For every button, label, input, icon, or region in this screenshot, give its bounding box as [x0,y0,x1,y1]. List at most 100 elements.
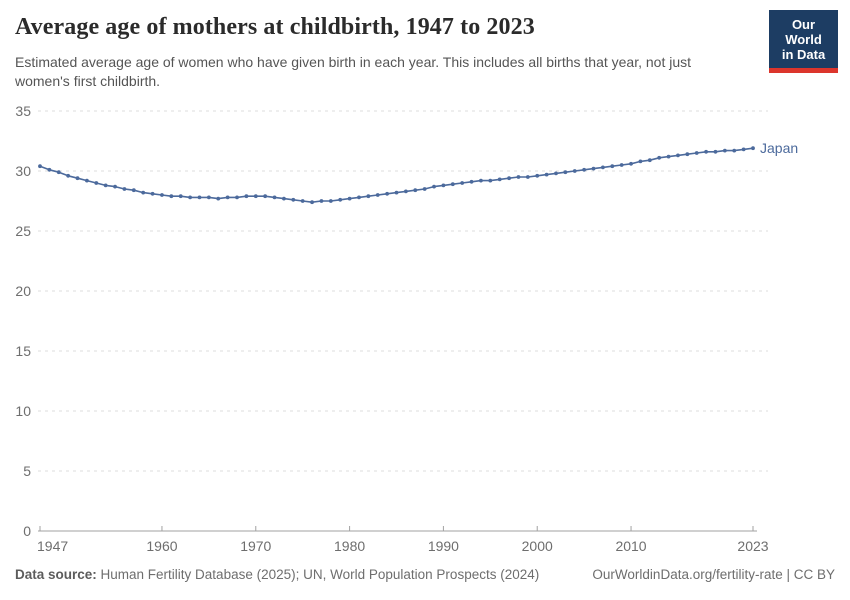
japan-point-1956 [122,187,127,191]
credit-link[interactable]: OurWorldinData.org/fertility-rate | CC B… [592,567,835,582]
japan-point-1993 [469,179,474,184]
owid-logo-text: Our World in Data [769,10,838,68]
japan-point-1951 [75,176,80,181]
data-source: Data source: Human Fertility Database (2… [15,567,539,582]
x-tick-label-1947: 1947 [37,538,68,554]
x-tick-label-2010: 2010 [615,538,646,554]
japan-point-1983 [375,193,380,197]
japan-point-2005 [582,167,587,172]
japan-point-1990 [441,183,446,188]
japan-point-2009 [619,163,624,167]
japan-point-1986 [403,189,408,194]
japan-point-1982 [366,194,371,199]
y-tick-label-35: 35 [15,103,31,119]
japan-point-2002 [554,171,558,176]
japan-point-1991 [450,182,455,187]
japan-point-1961 [169,194,174,199]
japan-point-1995 [488,178,493,183]
y-tick-label-10: 10 [15,403,31,419]
japan-point-2008 [610,164,615,169]
japan-point-2007 [600,165,605,170]
japan-point-1974 [291,197,296,202]
japan-point-1947 [38,164,42,169]
y-tick-label-15: 15 [15,343,31,359]
japan-point-2020 [722,148,727,153]
japan-point-1978 [328,199,333,203]
japan-point-2014 [666,154,671,159]
japan-point-1988 [422,187,427,191]
x-tick-label-2000: 2000 [522,538,553,554]
japan-point-1953 [94,181,99,185]
japan-point-1959 [150,191,155,196]
japan-point-2012 [647,158,652,163]
japan-point-1998 [516,175,521,179]
japan-point-1985 [394,190,399,195]
japan-point-1952 [85,178,89,183]
japan-point-2022 [741,147,746,152]
japan-point-2010 [629,161,633,166]
japan-point-1950 [66,173,71,178]
japan-point-1964 [197,195,202,200]
japan-point-1963 [188,195,193,200]
japan-point-1996 [497,177,502,182]
japan-point-2023 [751,146,755,151]
japan-point-1970 [253,194,258,199]
japan-point-1965 [206,195,211,200]
japan-series-label: Japan [760,140,798,156]
japan-point-1973 [282,196,286,201]
japan-point-1967 [225,195,230,200]
japan-point-1949 [56,170,61,175]
x-tick-label-2023: 2023 [737,538,768,554]
y-tick-label-20: 20 [15,283,31,299]
japan-point-2016 [685,152,690,157]
japan-point-1972 [272,195,277,200]
x-tick-label-1990: 1990 [428,538,459,554]
japan-point-1954 [103,183,108,188]
japan-point-1979 [338,197,343,202]
japan-point-1992 [460,181,465,185]
japan-point-1994 [479,178,483,183]
owid-logo[interactable]: Our World in Data [769,10,838,73]
y-tick-label-30: 30 [15,163,31,179]
page-title: Average age of mothers at childbirth, 19… [15,14,535,40]
japan-point-1969 [244,194,249,199]
japan-point-1971 [263,194,268,199]
japan-point-1975 [300,199,305,203]
japan-point-1981 [357,195,361,200]
x-tick-label-1970: 1970 [240,538,271,554]
data-source-label: Data source: [15,567,97,582]
line-chart[interactable]: 0 5 10 15 20 25 30 35 1947 1960 1970 1980 1990 2000 20… [0,100,850,565]
japan-point-2015 [676,153,680,158]
japan-point-2004 [572,169,577,173]
japan-point-2006 [591,166,596,171]
japan-point-2013 [657,155,662,160]
y-tick-label-0: 0 [23,523,31,539]
japan-point-2001 [544,172,549,177]
owid-logo-red-bar [769,68,838,73]
japan-point-1968 [235,195,239,200]
japan-point-1966 [216,196,221,201]
japan-point-1989 [432,184,436,189]
japan-point-2000 [535,173,540,178]
x-tick-label-1980: 1980 [334,538,365,554]
japan-point-2018 [704,149,708,154]
japan-point-1987 [413,188,418,193]
japan-point-1984 [385,191,390,196]
japan-point-2019 [713,149,718,154]
japan-point-1955 [113,184,117,189]
data-source-text: Human Fertility Database (2025); UN, Wor… [96,567,540,582]
japan-point-2017 [694,151,699,155]
x-tick-label-1960: 1960 [146,538,177,554]
y-tick-label-25: 25 [15,223,31,239]
japan-point-1980 [347,196,352,201]
japan-point-1999 [525,175,530,179]
japan-point-1997 [507,176,511,181]
japan-point-2011 [638,159,643,164]
japan-point-1976 [310,200,314,205]
y-tick-label-5: 5 [23,463,31,479]
japan-point-2021 [732,148,737,153]
japan-point-1977 [319,199,324,203]
japan-point-1948 [47,167,52,172]
japan-point-1962 [178,194,183,199]
japan-point-1960 [160,193,164,197]
